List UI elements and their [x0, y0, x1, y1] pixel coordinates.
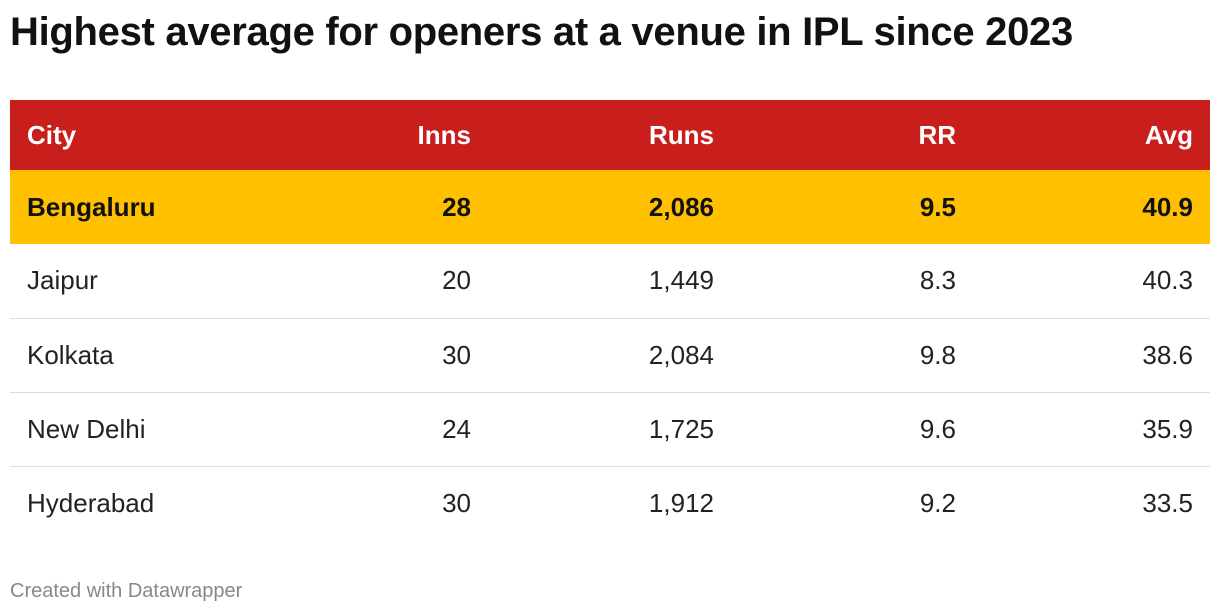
- table-cell: 40.9: [1142, 191, 1193, 222]
- table-cell: 35.9: [1142, 413, 1193, 444]
- table-cell: 40.3: [1142, 265, 1193, 296]
- table-row: Hyderabad 30 1,912 9.2 33.5: [10, 466, 1210, 540]
- table-cell: 9.8: [919, 339, 956, 370]
- table-row: New Delhi 24 1,725 9.6 35.9: [10, 392, 1210, 466]
- table-cell: 8.3: [919, 265, 956, 296]
- column-header: Avg: [1144, 119, 1193, 150]
- header-row: City Inns Runs RR Avg: [10, 100, 1210, 170]
- table-cell: New Delhi: [27, 413, 146, 444]
- table-cell: 28: [442, 191, 471, 222]
- table-cell: Kolkata: [27, 339, 114, 370]
- table-cell: 38.6: [1142, 339, 1193, 370]
- table-cell: 9.5: [919, 191, 956, 222]
- column-header: Inns: [417, 119, 471, 150]
- footer: Created with Datawrapper: [10, 580, 243, 602]
- column-header: Runs: [649, 119, 714, 150]
- table-cell: 1,725: [648, 413, 714, 444]
- column-header: City: [27, 119, 77, 150]
- table-cell: 30: [442, 487, 471, 518]
- table-cell: Hyderabad: [27, 487, 155, 518]
- table-header: City Inns Runs RR Avg: [10, 100, 1210, 170]
- table-cell: 30: [442, 339, 471, 370]
- table-cell: 9.2: [919, 487, 956, 518]
- table-cell: 2,086: [648, 191, 714, 222]
- table-row: Bengaluru 28 2,086 9.5 40.9: [10, 170, 1210, 244]
- table-cell: 1,449: [648, 265, 714, 296]
- table-cell: 33.5: [1142, 487, 1193, 518]
- table-cell: 20: [442, 265, 471, 296]
- table-cell: 1,912: [648, 487, 714, 518]
- table-row: Kolkata 30 2,084 9.8 38.6: [10, 318, 1210, 392]
- table-cell: 9.6: [919, 413, 956, 444]
- table-cell: 24: [442, 413, 471, 444]
- title: Highest average for openers at a venue i…: [10, 10, 1073, 54]
- table-row: Jaipur 20 1,449 8.3 40.3: [10, 244, 1210, 318]
- table-cell: 2,084: [648, 339, 714, 370]
- data-table: City Inns Runs RR Avg Bengaluru 28 2,086 9.5 40.…: [10, 100, 1210, 540]
- table-cell: Jaipur: [27, 265, 98, 296]
- table-cell: Bengaluru: [27, 191, 156, 222]
- column-header: RR: [918, 119, 956, 150]
- table-body: Bengaluru 28 2,086 9.5 40.9 Jaipur 20 1,449 8.3 4…: [10, 170, 1210, 540]
